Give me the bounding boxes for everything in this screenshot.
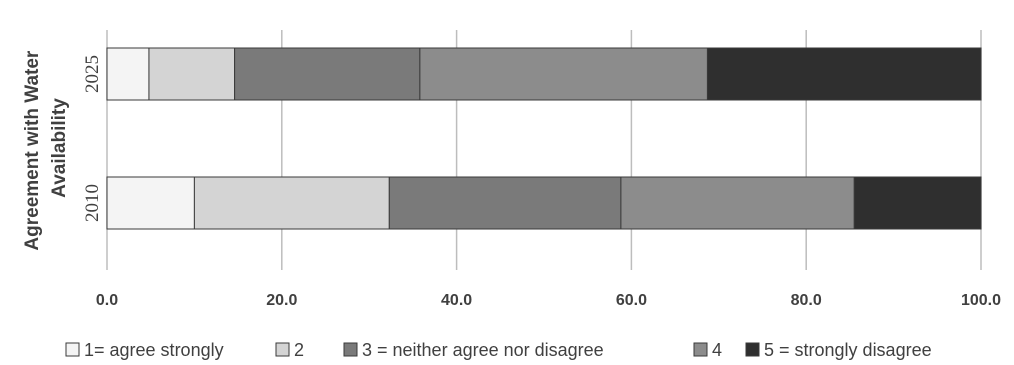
legend-label: 2 bbox=[294, 340, 304, 360]
legend-label: 4 bbox=[712, 340, 722, 360]
legend: 1= agree strongly 2 3 = neither agree nor … bbox=[65, 340, 932, 360]
x-tick-label: 0.0 bbox=[96, 292, 118, 309]
category-label: 2010 bbox=[82, 184, 103, 222]
category-labels: 2025 2010 bbox=[82, 55, 103, 222]
bar-segment bbox=[706, 47, 982, 101]
bar-segment bbox=[106, 176, 195, 230]
x-tick-label: 60.0 bbox=[616, 292, 647, 309]
bar-segment bbox=[388, 176, 622, 230]
bar-segment bbox=[193, 176, 390, 230]
legend-label: 1= agree strongly bbox=[84, 340, 224, 360]
x-tick-label: 40.0 bbox=[441, 292, 472, 309]
x-tick-labels: 0.0 20.0 40.0 60.0 80.0 100.0 bbox=[96, 292, 1001, 309]
bars bbox=[106, 47, 982, 230]
legend-swatch bbox=[65, 342, 80, 357]
y-axis-title-line-2: Availability bbox=[49, 98, 70, 198]
legend-label: 5 = strongly disagree bbox=[764, 340, 932, 360]
bar-segment bbox=[853, 176, 982, 230]
x-tick-label: 20.0 bbox=[266, 292, 297, 309]
bar-segment bbox=[234, 47, 421, 101]
legend-swatch bbox=[745, 342, 760, 357]
bar-segment bbox=[419, 47, 708, 101]
x-tick-label: 100.0 bbox=[961, 292, 1001, 309]
legend-swatch bbox=[343, 342, 358, 357]
legend-swatch bbox=[693, 342, 708, 357]
category-label: 2025 bbox=[82, 55, 103, 93]
bar-segment bbox=[620, 176, 855, 230]
y-axis-title-line-1: Agreement with Water bbox=[22, 50, 43, 250]
legend-swatch bbox=[275, 342, 290, 357]
legend-label: 3 = neither agree nor disagree bbox=[362, 340, 604, 360]
bar-segment bbox=[106, 47, 150, 101]
bar-segment bbox=[148, 47, 236, 101]
x-tick-label: 80.0 bbox=[791, 292, 822, 309]
y-axis-title: Agreement with Water Availability bbox=[22, 45, 70, 250]
